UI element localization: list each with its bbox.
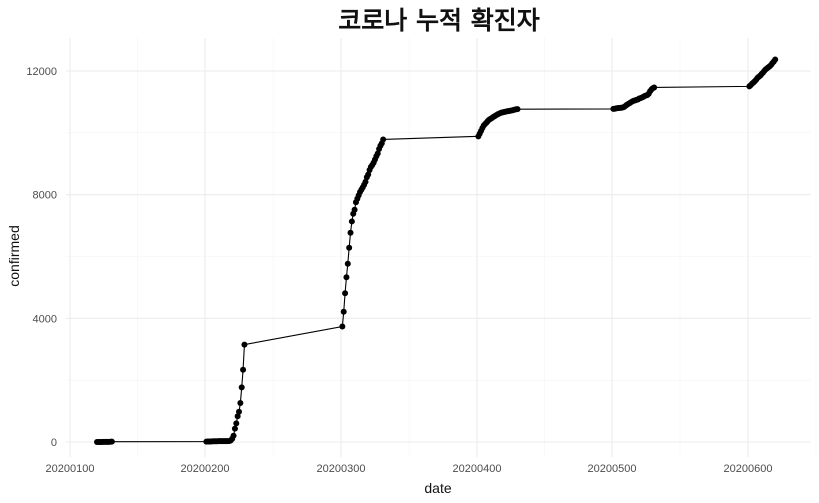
data-point xyxy=(108,438,115,445)
data-point xyxy=(362,178,369,185)
data-point xyxy=(374,150,381,157)
data-point xyxy=(365,171,372,178)
minor-gridlines xyxy=(66,38,817,457)
y-axis-title: confirmed xyxy=(6,225,22,286)
x-tick-label: 20200200 xyxy=(181,463,230,475)
y-tick-label: 0 xyxy=(51,437,57,449)
data-point xyxy=(236,408,242,415)
data-point xyxy=(514,106,521,113)
data-point xyxy=(351,206,358,213)
data-point xyxy=(342,290,349,297)
y-tick-label: 8000 xyxy=(33,190,57,202)
data-point xyxy=(346,244,353,251)
data-point xyxy=(230,432,237,439)
x-tick-label: 20200400 xyxy=(453,463,502,475)
y-axis-tick-labels: 0 4000 8000 12000 xyxy=(26,66,57,449)
chart-title: 코로나 누적 확진자 xyxy=(338,6,539,35)
data-point xyxy=(347,229,354,236)
x-tick-label: 20200100 xyxy=(46,463,95,475)
data-point xyxy=(238,384,245,391)
data-point xyxy=(241,341,248,348)
y-tick-label: 4000 xyxy=(33,313,57,325)
series-line xyxy=(97,59,776,443)
data-point xyxy=(240,366,247,373)
data-point xyxy=(340,308,347,315)
x-axis-title: date xyxy=(424,480,451,496)
y-tick-label: 12000 xyxy=(26,66,57,78)
major-gridlines xyxy=(66,38,811,457)
data-point xyxy=(651,84,658,91)
data-point xyxy=(231,425,238,432)
data-point xyxy=(339,323,346,330)
x-tick-label: 20200600 xyxy=(724,463,773,475)
x-axis-tick-labels: 20200100 20200200 20200300 20200400 20200500… xyxy=(46,463,773,475)
data-point xyxy=(344,260,351,267)
series-points xyxy=(94,56,779,445)
series-confirmed xyxy=(94,56,779,445)
data-point xyxy=(380,136,387,143)
data-point xyxy=(237,400,244,407)
data-point xyxy=(343,274,350,281)
data-point xyxy=(348,218,355,225)
x-tick-label: 20200300 xyxy=(317,463,366,475)
data-point xyxy=(772,56,779,63)
x-tick-label: 20200500 xyxy=(588,463,637,475)
data-point xyxy=(233,420,240,427)
